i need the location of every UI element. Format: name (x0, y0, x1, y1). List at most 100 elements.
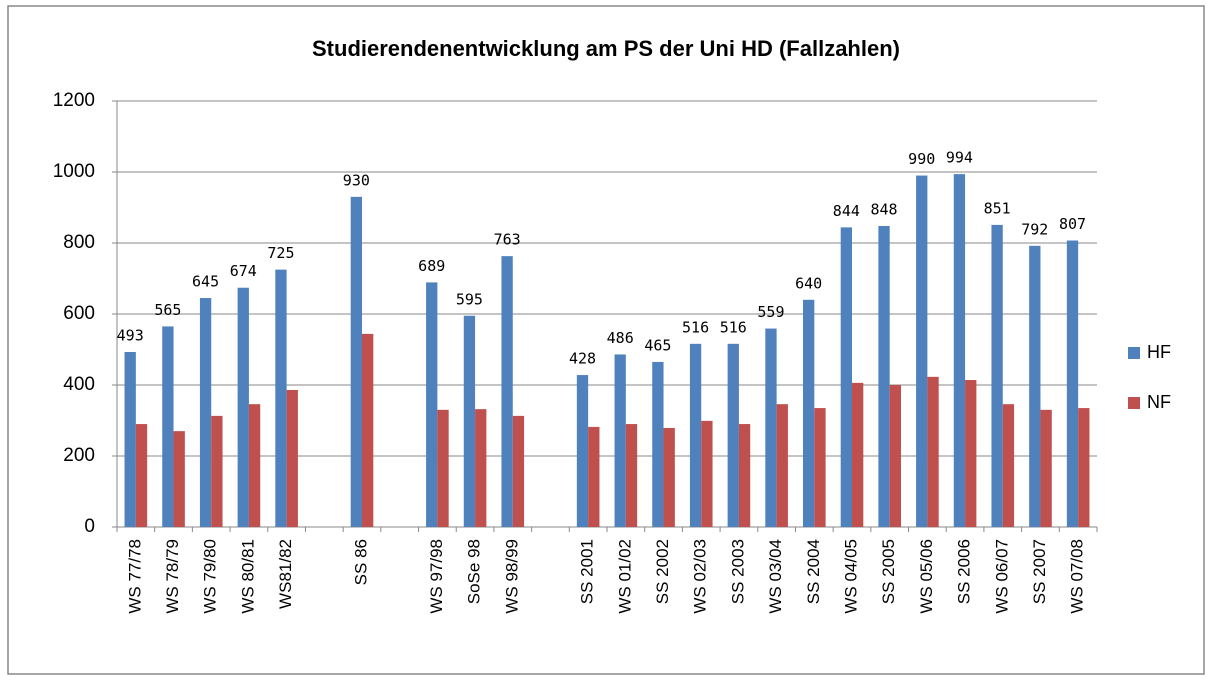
data-label: 465 (644, 336, 671, 354)
bar (701, 420, 713, 527)
x-tick-label: WS 01/02 (615, 539, 634, 614)
data-label: 565 (154, 301, 181, 319)
x-tick-label: SS 2003 (728, 539, 747, 604)
bar (248, 404, 261, 527)
bar (776, 404, 788, 527)
x-tick-label: SS 2001 (578, 539, 597, 604)
x-tick-label: WS 79/80 (201, 539, 220, 614)
legend-label: NF (1147, 392, 1171, 412)
bar (199, 298, 212, 527)
data-label: 516 (720, 318, 747, 336)
legend-label: HF (1147, 342, 1171, 362)
legend-swatch (1128, 397, 1140, 409)
data-label: 674 (230, 262, 257, 280)
y-tick-label: 200 (63, 445, 95, 466)
x-tick-label: WS 80/81 (238, 539, 257, 614)
bar (124, 351, 136, 527)
bar (625, 424, 638, 527)
data-label: 844 (833, 202, 860, 220)
x-tick-label: WS 97/98 (427, 539, 446, 614)
data-label: 689 (418, 257, 445, 275)
bar (576, 375, 589, 527)
bar (135, 424, 148, 527)
x-tick-label: WS 05/06 (917, 539, 936, 614)
x-tick-label: SS 2006 (955, 539, 974, 604)
y-tick-label: 600 (63, 303, 95, 324)
bar (738, 424, 751, 527)
bar (1078, 408, 1090, 527)
data-label: 763 (494, 231, 521, 249)
bar (803, 299, 815, 527)
data-label: 493 (117, 326, 144, 344)
legend-swatch (1128, 347, 1140, 359)
data-label: 640 (795, 274, 822, 292)
x-tick-label: WS 06/07 (992, 539, 1011, 614)
x-tick-label: SoSe 98 (465, 539, 484, 604)
bar (614, 354, 626, 527)
data-label: 792 (1021, 220, 1048, 238)
bar (765, 328, 777, 527)
data-label: 990 (908, 150, 935, 168)
y-tick-label: 0 (84, 516, 95, 537)
bar (840, 227, 852, 527)
bar (211, 415, 223, 527)
bar (878, 225, 890, 527)
bar (512, 415, 525, 527)
data-label: 486 (607, 329, 634, 347)
chart-title: Studierendenentwicklung am PS der Uni HD… (312, 36, 900, 61)
data-label: 516 (682, 318, 709, 336)
x-tick-label: SS 2002 (653, 539, 672, 604)
data-label: 930 (343, 171, 370, 189)
x-tick-label: WS 07/08 (1068, 539, 1087, 614)
x-tick-label: WS 77/78 (125, 539, 144, 614)
x-tick-label: WS 78/79 (163, 539, 182, 614)
data-label: 725 (267, 244, 294, 262)
bar (437, 409, 449, 527)
bar (275, 269, 287, 527)
y-tick-label: 1200 (53, 90, 95, 111)
x-tick-label: WS 02/03 (691, 539, 710, 614)
x-tick-label: SS 2005 (879, 539, 898, 604)
data-label: 559 (757, 303, 784, 321)
bar (362, 333, 374, 527)
data-label: 428 (569, 350, 596, 368)
bar (501, 256, 513, 527)
bar (286, 389, 298, 527)
bar (588, 426, 600, 527)
bar (350, 196, 362, 527)
bar (852, 382, 864, 527)
x-tick-label: WS81/82 (276, 539, 295, 609)
bar (1066, 240, 1079, 527)
bar (927, 376, 939, 527)
bar (663, 427, 675, 527)
bar (426, 282, 438, 527)
bar (1040, 409, 1052, 527)
x-tick-label: SS 2007 (1030, 539, 1049, 604)
x-tick-label: WS 03/04 (766, 539, 785, 614)
data-label: 994 (946, 149, 973, 167)
data-label: 851 (984, 199, 1011, 217)
data-label: 595 (456, 290, 483, 308)
data-label: 645 (192, 273, 219, 291)
bar (814, 408, 826, 527)
bar (916, 175, 928, 528)
bar (953, 174, 966, 527)
data-label: 807 (1059, 215, 1086, 233)
bar (889, 385, 901, 527)
bar (991, 224, 1003, 527)
x-tick-label: SS 86 (351, 539, 370, 585)
bar (689, 343, 702, 527)
bar (652, 361, 664, 527)
bar (237, 287, 249, 527)
bar (1002, 404, 1015, 527)
y-tick-label: 400 (63, 374, 95, 395)
x-tick-label: WS 98/99 (502, 539, 521, 614)
y-tick-label: 1000 (53, 161, 95, 182)
bar (162, 326, 174, 527)
bar (463, 315, 476, 527)
y-tick-label: 800 (63, 232, 95, 253)
x-tick-label: WS 04/05 (841, 539, 860, 614)
bar (475, 409, 487, 527)
data-label: 848 (870, 200, 897, 218)
